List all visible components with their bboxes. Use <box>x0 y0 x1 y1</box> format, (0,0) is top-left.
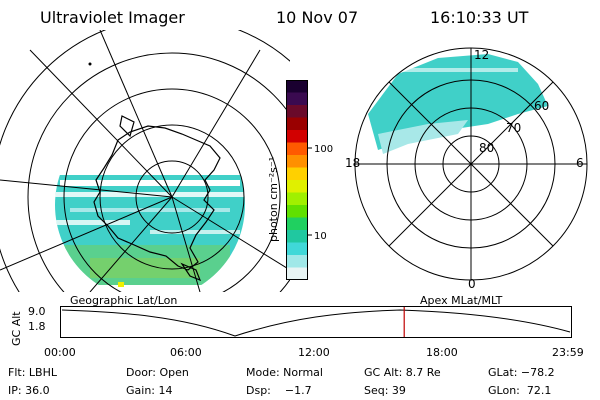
timeline-axis-title-wrap: GC Alt <box>8 306 28 346</box>
colorbar-segment <box>286 230 308 243</box>
colorbar-segment <box>286 217 308 231</box>
mlt-label-12: 12 <box>474 48 489 62</box>
mlat-label-70: 70 <box>506 121 521 135</box>
right-map-label: Apex MLat/MLT <box>420 294 503 307</box>
timeline-xtick-0600: 06:00 <box>170 346 202 359</box>
status-door: Door: Open <box>126 366 189 379</box>
colorbar-segment <box>286 117 308 131</box>
orbit-altitude-curve <box>61 309 571 337</box>
timeline-xtick-1200: 12:00 <box>298 346 330 359</box>
colorbar-segment <box>286 167 308 181</box>
timeline-xtick-0000: 00:00 <box>44 346 76 359</box>
status-glat: GLat: −78.2 <box>488 366 555 379</box>
mlt-label-6: 6 <box>576 156 584 170</box>
date-label: 10 Nov 07 <box>276 8 359 27</box>
status-gc-alt: GC Alt: 8.7 Re <box>364 366 441 379</box>
colorbar-segment <box>286 242 308 256</box>
status-gain: Gain: 14 <box>126 384 173 397</box>
timeline-ytick-bottom: 1.8 <box>28 320 46 333</box>
instrument-title: Ultraviolet Imager <box>40 8 185 27</box>
timeline-axis-title: GC Alt <box>10 311 23 346</box>
gc-alt-timeline <box>60 306 572 338</box>
apex-magnetic-map: 12 18 6 0 60 70 80 <box>345 47 588 291</box>
left-map-label: Geographic Lat/Lon <box>70 294 178 307</box>
mlat-label-60: 60 <box>534 99 549 113</box>
status-ip: IP: 36.0 <box>8 384 50 397</box>
status-mode: Mode: Normal <box>246 366 323 379</box>
colorbar-segment <box>286 92 308 106</box>
colorbar-segment <box>286 180 308 193</box>
colorbar-segment <box>286 80 308 93</box>
colorbar-segment <box>286 255 308 268</box>
color-scale-bar <box>286 80 308 280</box>
colorbar-segment <box>286 105 308 118</box>
color-scale-ticks: 100 10 <box>308 144 333 242</box>
colorbar-segment <box>286 267 308 280</box>
right-aurora-image <box>368 54 548 154</box>
colorbar-segment <box>286 205 308 218</box>
colorbar-segment <box>286 155 308 168</box>
colorbar-unit-label: photon cm⁻²s⁻¹ <box>267 157 280 242</box>
colorbar-tick-10: 10 <box>314 231 327 242</box>
time-label: 16:10:33 UT <box>430 8 529 27</box>
mlt-label-18: 18 <box>345 156 360 170</box>
colorbar-segment <box>286 142 308 156</box>
status-seq: Seq: 39 <box>364 384 406 397</box>
left-longitude-lines <box>0 30 290 292</box>
status-glon: GLon: 72.1 <box>488 384 552 397</box>
timeline-xtick-2359: 23:59 <box>552 346 584 359</box>
colorbar-segment <box>286 192 308 206</box>
timeline-ytick-top: 9.0 <box>28 305 46 318</box>
colorbar-segment <box>286 130 308 143</box>
status-flt: Flt: LBHL <box>8 366 57 379</box>
colorbar-unit: photon cm⁻²s⁻¹ <box>267 157 280 242</box>
geographic-map <box>0 30 290 292</box>
mlat-label-80: 80 <box>479 141 494 155</box>
colorbar-tick-100: 100 <box>314 144 333 155</box>
status-dsp: Dsp: −1.7 <box>246 384 312 397</box>
timeline-xtick-1800: 18:00 <box>426 346 458 359</box>
coastline <box>93 115 221 282</box>
mlt-label-0: 0 <box>468 277 476 291</box>
left-latitude-circles <box>0 30 290 292</box>
